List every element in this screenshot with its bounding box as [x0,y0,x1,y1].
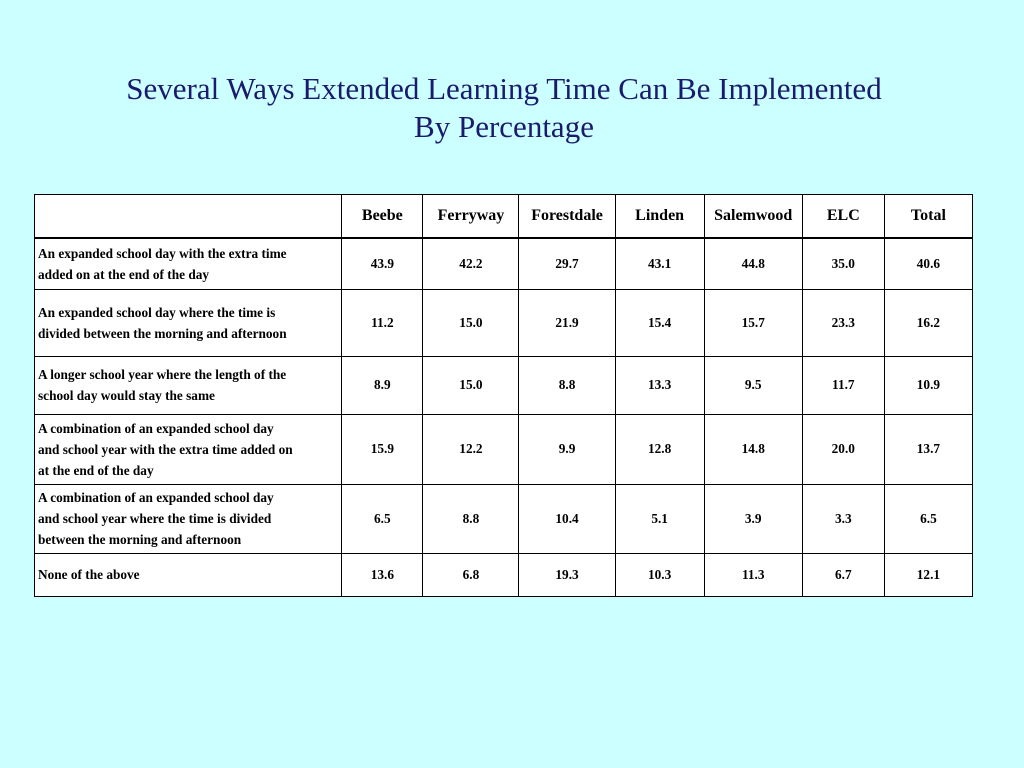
table-cell: 15.4 [614,288,705,357]
table-cell: 5.1 [614,483,705,554]
row-label-line: A combination of an expanded school day [38,420,274,436]
corner-cell [33,194,343,239]
table-cell: 12.2 [422,413,520,485]
table-cell: 6.8 [422,552,520,597]
row-label: A combination of an expanded school day … [33,413,343,485]
table-cell: 43.9 [341,237,424,290]
table-cell: 12.8 [614,413,705,485]
column-header-salemwood: Salemwood [703,194,803,239]
table-cell: 10.3 [614,552,705,597]
row-label: An expanded school day where the time is… [33,288,343,357]
table-cell: 8.8 [422,483,520,554]
table-cell: 11.3 [703,552,803,597]
table-cell: 11.2 [341,288,424,357]
table-row: A combination of an expanded school day … [33,413,974,485]
row-label-line: An expanded school day with the extra ti… [38,245,287,261]
table-cell: 6.5 [883,483,974,554]
table-cell: 8.8 [518,355,616,415]
column-header-elc: ELC [801,194,885,239]
table-cell: 15.0 [422,355,520,415]
table-cell: 40.6 [883,237,974,290]
table-cell: 13.3 [614,355,705,415]
table-cell: 15.7 [703,288,803,357]
table-cell: 29.7 [518,237,616,290]
table-row: An expanded school day where the time is… [33,288,974,357]
row-label-line: and school year where the time is divide… [38,511,272,526]
table-row: A combination of an expanded school day … [33,483,974,554]
row-label-line: None of the above [38,567,140,582]
percentage-table: Beebe Ferryway Forestdale Linden Salemwo… [33,194,974,597]
table-row: None of the above 13.6 6.8 19.3 10.3 11.… [33,552,974,597]
page-title: Several Ways Extended Learning Time Can … [0,70,1008,146]
table-cell: 13.7 [883,413,974,485]
row-label-line: A longer school year where the length of… [38,367,287,382]
title-line-2: By Percentage [414,109,594,144]
table-cell: 20.0 [801,413,885,485]
table-cell: 10.4 [518,483,616,554]
table-cell: 42.2 [422,237,520,290]
row-label-line: divided between the morning and afternoo… [38,325,287,341]
row-label: A combination of an expanded school day … [33,483,343,554]
table-cell: 10.9 [883,355,974,415]
table-row: A longer school year where the length of… [33,355,974,415]
column-header-linden: Linden [614,194,705,239]
column-header-beebe: Beebe [341,194,424,239]
header-row: Beebe Ferryway Forestdale Linden Salemwo… [33,194,974,239]
row-label-line: added on at the end of the day [38,266,210,282]
table-cell: 13.6 [341,552,424,597]
row-label-line: school day would stay the same [38,388,215,403]
table-row: An expanded school day with the extra ti… [33,237,974,290]
table-cell: 21.9 [518,288,616,357]
column-header-ferryway: Ferryway [422,194,520,239]
table-cell: 12.1 [883,552,974,597]
table-cell: 14.8 [703,413,803,485]
table-cell: 9.9 [518,413,616,485]
table-cell: 15.0 [422,288,520,357]
table-cell: 16.2 [883,288,974,357]
table-cell: 35.0 [801,237,885,290]
table-cell: 9.5 [703,355,803,415]
row-label-line: at the end of the day [38,462,154,478]
table-cell: 44.8 [703,237,803,290]
title-line-1: Several Ways Extended Learning Time Can … [126,71,882,106]
row-label-line: between the morning and afternoon [38,532,242,547]
row-label: A longer school year where the length of… [33,355,343,415]
table-cell: 43.1 [614,237,705,290]
table-cell: 6.5 [341,483,424,554]
row-label-line: An expanded school day where the time is [38,304,276,320]
table-cell: 3.3 [801,483,885,554]
table-cell: 8.9 [341,355,424,415]
table-cell: 19.3 [518,552,616,597]
table-cell: 11.7 [801,355,885,415]
column-header-forestdale: Forestdale [518,194,616,239]
table-cell: 15.9 [341,413,424,485]
row-label: None of the above [33,552,343,597]
table-cell: 23.3 [801,288,885,357]
row-label-line: A combination of an expanded school day [38,490,274,505]
column-header-total: Total [883,194,974,239]
row-label-line: and school year with the extra time adde… [38,441,293,457]
table-cell: 6.7 [801,552,885,597]
row-label: An expanded school day with the extra ti… [33,237,343,290]
table-cell: 3.9 [703,483,803,554]
